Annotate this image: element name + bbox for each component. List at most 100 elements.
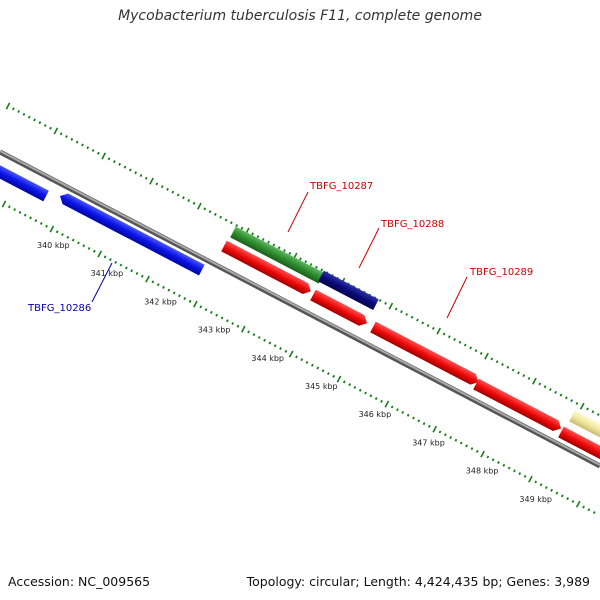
tick-mark [400, 310, 403, 314]
tick-mark [199, 305, 203, 309]
tick-mark [327, 372, 330, 376]
tick-mark [311, 363, 314, 367]
tick-mark [75, 140, 79, 144]
tick-mark [283, 249, 286, 253]
tick-mark [506, 365, 510, 369]
tick-mark [247, 330, 250, 334]
tick-mark [436, 327, 442, 335]
tick-mark [61, 233, 64, 237]
gene-TBFG_10288[interactable] [318, 270, 379, 311]
tick-mark [479, 351, 483, 355]
tick-mark [316, 366, 320, 370]
tick-mark [459, 441, 463, 445]
tick-mark [23, 213, 27, 217]
kbp-label: 345 kbp [305, 382, 338, 391]
tick-mark [288, 350, 294, 358]
gene-label-10286[interactable]: TBFG_10286 [27, 303, 91, 314]
tick-mark [442, 332, 446, 336]
tick-mark [182, 196, 185, 200]
tick-mark [555, 491, 559, 495]
gene-TBFG_10287[interactable] [230, 226, 325, 284]
tick-mark [183, 296, 187, 301]
tick-mark [470, 447, 474, 451]
tick-mark [112, 160, 116, 164]
tick-mark [284, 349, 288, 353]
tick-mark [257, 335, 261, 339]
gene-red-d[interactable] [473, 378, 564, 434]
gene-red-a[interactable] [221, 240, 313, 297]
tick-mark [38, 121, 42, 125]
tick-mark [82, 244, 86, 248]
gene-TBFG_10289[interactable] [370, 321, 481, 388]
tick-mark [55, 230, 59, 234]
tick-mark [575, 500, 581, 508]
tick-mark [380, 399, 383, 403]
tick-mark [162, 285, 165, 289]
tick-mark [388, 302, 394, 310]
tick-mark [417, 419, 421, 423]
tick-mark [34, 219, 38, 223]
tick-mark [268, 341, 272, 345]
tick-mark [486, 455, 490, 459]
tick-mark [502, 463, 506, 467]
gene-label-10287[interactable]: TBFG_10287 [309, 181, 373, 192]
tick-mark [394, 307, 398, 311]
tick-mark [315, 265, 318, 269]
tick-mark [527, 376, 531, 380]
tick-mark [97, 151, 100, 155]
tick-mark [374, 397, 378, 401]
tick-mark [484, 352, 489, 360]
tick-mark [295, 355, 298, 359]
tick-mark [108, 258, 112, 262]
tick-mark [378, 299, 382, 303]
gene-red-b[interactable] [310, 289, 370, 329]
tick-mark [87, 246, 91, 250]
tick-mark [416, 318, 419, 322]
gene-blue-left-edge[interactable] [0, 162, 49, 202]
callout-line-10289 [446, 276, 468, 319]
gene-TBFG_10286[interactable] [57, 191, 205, 276]
tick-mark [463, 343, 467, 347]
tick-mark [582, 505, 585, 509]
tick-mark [571, 499, 575, 503]
tick-mark [236, 324, 240, 328]
tick-mark [501, 363, 504, 367]
tick-mark [193, 300, 198, 308]
tick-mark [406, 413, 410, 417]
tick-mark [65, 135, 68, 139]
tick-mark [279, 347, 282, 351]
tick-mark [332, 374, 335, 378]
tick-mark [86, 146, 90, 150]
tick-mark [240, 226, 244, 230]
tick-mark [81, 143, 84, 147]
tick-mark [449, 435, 453, 440]
tick-mark [517, 371, 520, 375]
tick-mark [49, 225, 55, 233]
tick-mark [77, 241, 80, 245]
kbp-label: 340 kbp [37, 241, 70, 250]
tick-mark [12, 107, 15, 111]
tick-mark [522, 374, 526, 378]
tick-mark [204, 308, 208, 312]
tick-mark [192, 201, 196, 205]
gene-label-10289[interactable]: TBFG_10289 [469, 267, 533, 278]
tick-mark [124, 266, 128, 270]
callout-line-10287 [287, 191, 309, 233]
tick-mark [320, 268, 324, 272]
tick-mark [156, 283, 160, 287]
gene-yellow[interactable] [569, 410, 600, 450]
tick-mark [579, 402, 585, 410]
tick-mark [369, 394, 373, 398]
gene-red-e[interactable] [558, 426, 600, 466]
tick-mark [155, 182, 159, 186]
tick-mark [197, 202, 202, 210]
tick-mark [336, 375, 342, 383]
tick-mark [491, 458, 495, 462]
tick-mark [134, 171, 137, 175]
tick-mark [426, 324, 430, 328]
gene-label-10288[interactable]: TBFG_10288 [380, 219, 444, 230]
tick-mark [178, 294, 181, 298]
tick-mark [490, 357, 494, 361]
tick-mark [497, 461, 500, 465]
